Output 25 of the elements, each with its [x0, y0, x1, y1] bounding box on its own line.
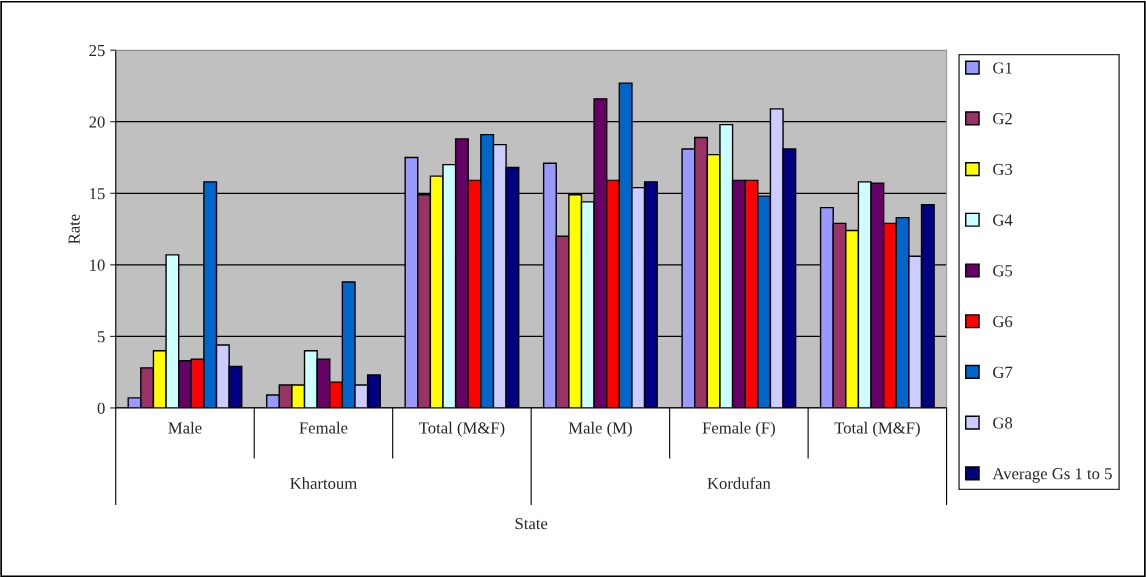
legend-label: Average Gs 1 to 5 [992, 468, 1112, 483]
x-tick-label: Female (F) [702, 421, 775, 437]
x-tick-label: Male (M) [568, 421, 632, 437]
legend-label: G8 [993, 417, 1013, 429]
y-tick-label: 5 [97, 331, 105, 343]
y-tick-label: 10 [90, 259, 105, 271]
legend-label: G4 [993, 214, 1013, 226]
legend-label: G5 [993, 265, 1013, 277]
legend-label: G2 [993, 113, 1012, 125]
x-tick-label: Total (M&F) [419, 421, 505, 437]
text: Kordufan [707, 477, 771, 490]
legend-label: G7 [993, 366, 1013, 378]
legend-label: G1 [993, 62, 1012, 74]
x-tick-label: Total (M&F) [834, 421, 920, 437]
y-tick-label: 15 [90, 188, 105, 200]
y-axis-title: Rate [68, 214, 80, 244]
y-tick-label: 20 [89, 116, 105, 128]
x-axis-title: State [515, 518, 548, 530]
text: Khartoum [290, 477, 357, 490]
x-tick-label: Female [299, 421, 348, 434]
legend-label: G6 [993, 315, 1013, 328]
x-tick-label: Male [168, 421, 202, 434]
y-tick-label: 0 [97, 402, 105, 414]
y-tick-label: 25 [89, 44, 105, 57]
legend-label: G3 [993, 163, 1013, 176]
